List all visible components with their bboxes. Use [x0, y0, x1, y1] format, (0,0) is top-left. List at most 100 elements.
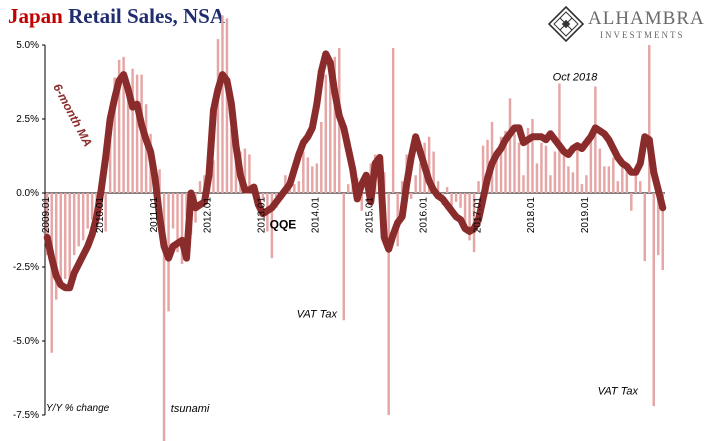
bar	[243, 148, 247, 193]
bar	[585, 175, 588, 193]
ma-line	[43, 50, 667, 292]
bar	[418, 163, 422, 193]
bar	[50, 193, 53, 353]
chart-title: Japan Retail Sales, NSA	[8, 4, 225, 29]
logo-subtitle: INVESTMENTS	[600, 30, 685, 40]
bar	[459, 193, 462, 208]
y-tick-label: -5.0%	[13, 336, 39, 347]
bar	[225, 18, 229, 193]
bar	[589, 136, 593, 193]
bar	[302, 151, 305, 193]
bar	[463, 193, 467, 229]
bar	[445, 187, 449, 193]
bar	[625, 166, 629, 193]
bar	[68, 193, 71, 288]
bar	[427, 136, 431, 193]
bar	[158, 169, 161, 193]
bar	[535, 163, 539, 193]
bar	[176, 193, 179, 253]
bar	[333, 56, 337, 194]
bar	[270, 193, 274, 259]
bar	[549, 175, 552, 193]
bar	[297, 181, 301, 193]
x-tick-label: 2012.01	[203, 197, 214, 234]
bar	[657, 193, 660, 256]
bar	[571, 172, 575, 193]
bar	[324, 74, 328, 193]
bar	[576, 142, 579, 193]
bar	[113, 77, 116, 193]
bar	[607, 166, 611, 193]
y-tick-label: 0.0%	[16, 188, 39, 199]
bar	[648, 45, 651, 193]
bar	[504, 130, 507, 193]
bar	[230, 127, 233, 193]
bar	[522, 175, 525, 193]
bar	[553, 151, 557, 193]
x-tick-label: 2016.01	[418, 197, 429, 234]
bar	[63, 193, 67, 279]
bar	[86, 193, 89, 229]
bar	[567, 166, 570, 193]
bar	[234, 154, 238, 193]
bar	[517, 142, 521, 193]
bar	[594, 86, 597, 193]
x-tick-label: 2009.01	[41, 197, 52, 234]
annotation: VAT Tax	[297, 308, 338, 320]
bar	[558, 83, 561, 193]
bar	[580, 184, 584, 193]
bar	[481, 145, 485, 193]
y-axis-label: Y/Y % change	[46, 403, 110, 414]
bar	[652, 193, 655, 407]
bar	[293, 184, 296, 193]
bar	[216, 39, 220, 193]
bar	[126, 92, 130, 193]
bar	[454, 193, 458, 202]
bar	[409, 193, 413, 199]
ma-line-series	[43, 50, 667, 292]
bar	[612, 157, 615, 193]
bar	[450, 193, 453, 211]
y-tick-label: -7.5%	[13, 410, 39, 421]
x-tick-label: 2015.01	[364, 197, 375, 234]
bar	[531, 119, 534, 193]
bar	[104, 193, 107, 232]
bar	[261, 193, 265, 199]
y-tick-labels: 5.0% 2.5% 0.0% -2.5% -5.0% -7.5%	[13, 40, 39, 421]
bar	[562, 148, 566, 193]
bar	[630, 193, 633, 211]
bar	[661, 193, 664, 270]
y-tick-label: 5.0%	[16, 40, 39, 51]
bar	[81, 193, 85, 241]
bar	[46, 193, 49, 256]
bar	[387, 193, 390, 415]
bar	[621, 160, 624, 193]
bar	[90, 193, 94, 220]
bar	[108, 133, 112, 193]
bar	[414, 175, 417, 193]
bar	[55, 193, 58, 300]
bar	[198, 181, 202, 193]
bar	[320, 121, 323, 193]
bar	[248, 154, 251, 193]
x-tick-label: 2018.01	[526, 197, 537, 234]
annotation: VAT Tax	[598, 385, 639, 397]
bar	[391, 47, 395, 194]
bar	[342, 193, 345, 321]
bar	[400, 181, 404, 193]
bar	[117, 59, 121, 193]
logo-brand: ALHAMBRA	[588, 8, 705, 29]
bar	[616, 181, 620, 193]
bar	[185, 193, 188, 217]
bar	[221, 15, 224, 194]
bar	[477, 181, 480, 193]
bar	[544, 145, 548, 193]
x-tick-label: 2014.01	[311, 197, 322, 234]
bar	[508, 98, 512, 193]
diamond-lattice-icon	[547, 5, 585, 43]
axes	[42, 44, 665, 416]
x-tick-labels: 2009.01 2010.01 2011.01 2012.01 2013.01 2014.…	[41, 197, 591, 234]
bar	[598, 148, 602, 193]
annotation: QQE	[270, 218, 297, 232]
